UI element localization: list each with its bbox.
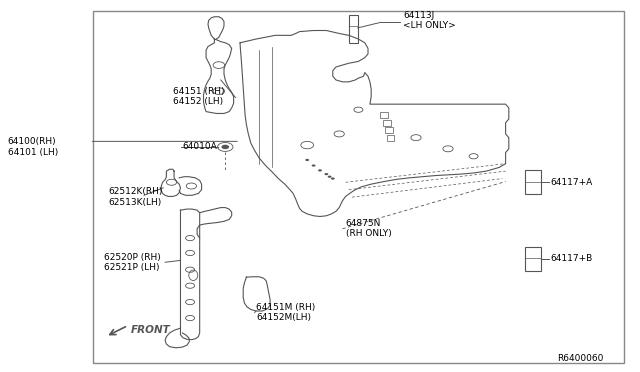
Text: 64010A: 64010A	[182, 142, 217, 151]
Text: 62512K(RH)
62513K(LH): 62512K(RH) 62513K(LH)	[109, 187, 163, 207]
Bar	[349, 15, 358, 43]
Bar	[385, 127, 393, 133]
Text: 62520P (RH)
62521P (LH): 62520P (RH) 62521P (LH)	[104, 253, 161, 272]
Circle shape	[318, 169, 322, 171]
Bar	[93, 11, 624, 363]
Bar	[525, 170, 541, 194]
Text: FRONT: FRONT	[131, 326, 171, 335]
Bar	[387, 135, 394, 141]
Text: R6400060: R6400060	[557, 355, 603, 363]
Text: 64875N
(RH ONLY): 64875N (RH ONLY)	[346, 219, 391, 238]
Text: 64113J
<LH ONLY>: 64113J <LH ONLY>	[403, 11, 456, 30]
Bar	[525, 247, 541, 271]
Circle shape	[305, 159, 309, 161]
Circle shape	[221, 145, 229, 149]
Text: 64151 (RH)
64152 (LH): 64151 (RH) 64152 (LH)	[173, 87, 224, 106]
Text: 64117+B: 64117+B	[550, 254, 593, 263]
Circle shape	[331, 177, 335, 180]
Circle shape	[328, 176, 332, 178]
Bar	[383, 120, 391, 126]
Text: 64117+A: 64117+A	[550, 178, 593, 187]
Circle shape	[324, 173, 328, 175]
Bar	[380, 112, 388, 118]
Text: 64100(RH)
64101 (LH): 64100(RH) 64101 (LH)	[8, 137, 58, 157]
Text: 64151M (RH)
64152M(LH): 64151M (RH) 64152M(LH)	[256, 303, 316, 322]
Circle shape	[312, 164, 316, 167]
